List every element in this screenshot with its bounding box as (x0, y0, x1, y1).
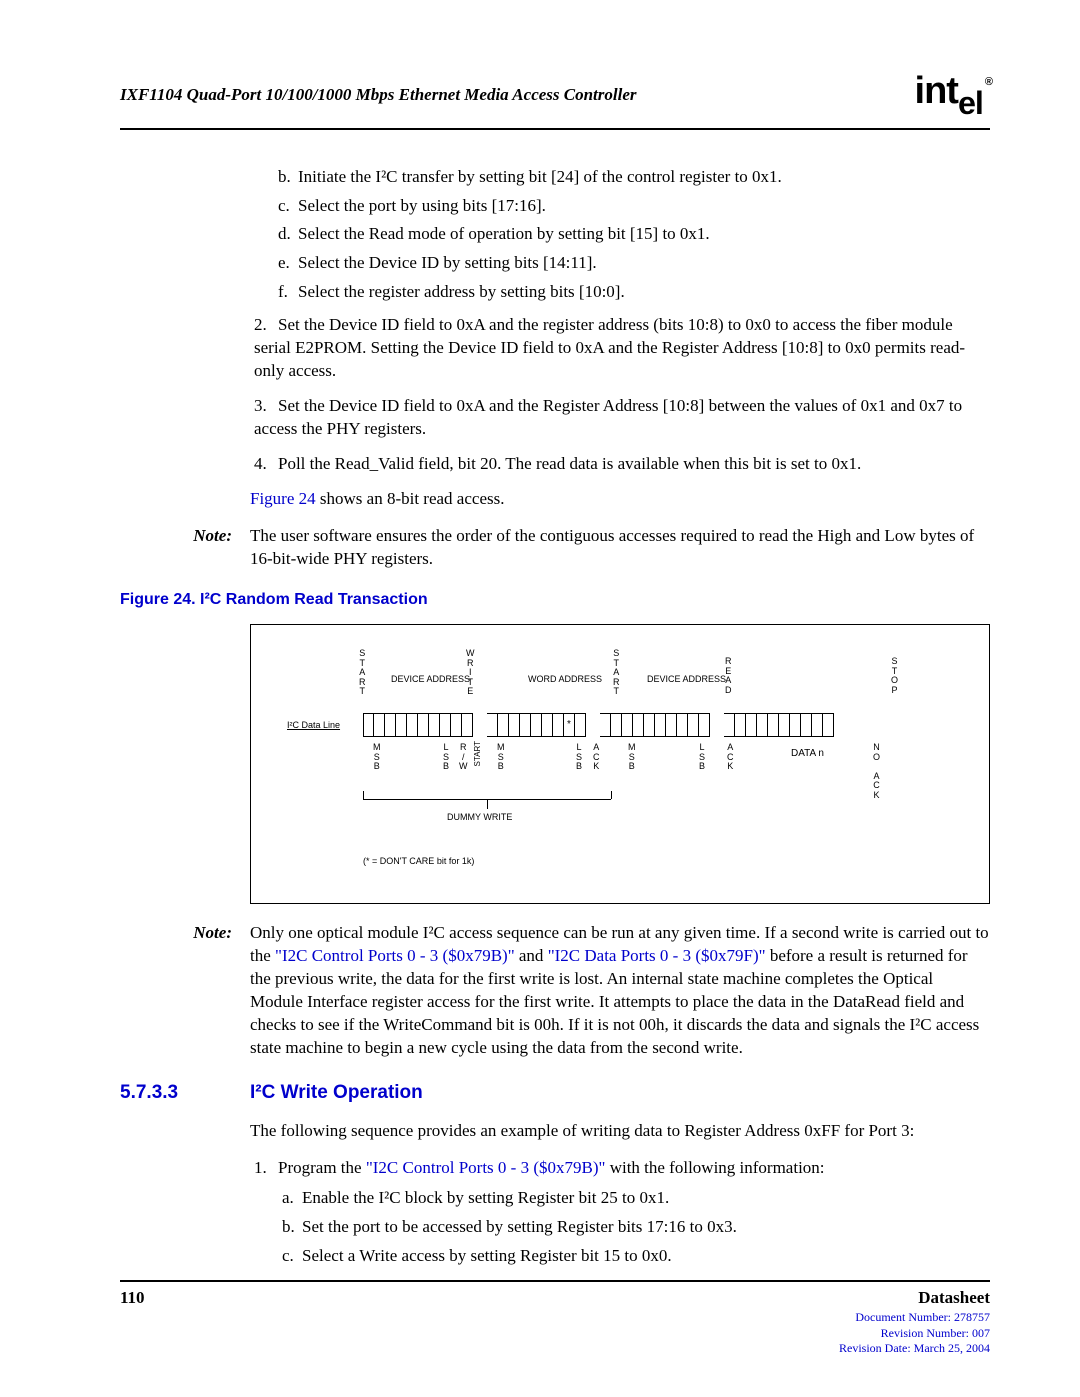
note-label: Note: (120, 525, 250, 571)
list-item: b.Initiate the I²C transfer by setting b… (278, 166, 990, 189)
section-heading: 5.7.3.3 I²C Write Operation (120, 1080, 990, 1106)
diagram-label: DEVICE ADDRESS (647, 675, 726, 684)
page-footer: 110 Datasheet Document Number: 278757 Re… (120, 1280, 990, 1357)
numbered-steps-list: 2.Set the Device ID field to 0xA and the… (250, 314, 990, 476)
list-item: d.Select the Read mode of operation by s… (278, 223, 990, 246)
cross-ref-link[interactable]: "I2C Control Ports 0 - 3 ($0x79B)" (275, 946, 515, 965)
cross-ref-link[interactable]: "I2C Control Ports 0 - 3 ($0x79B)" (366, 1158, 606, 1177)
diagram-label: M S B (373, 743, 381, 771)
list-item: c.Select a Write access by setting Regis… (282, 1245, 990, 1268)
figure-reference-para: Figure 24 shows an 8-bit read access. (250, 488, 990, 511)
timing-diagram: S T A R T DEVICE ADDRESS W R I T E WORD … (250, 624, 990, 904)
footer-meta: Document Number: 278757 Revision Number:… (839, 1310, 990, 1357)
diagram-label: START (473, 741, 484, 766)
diagram-label: A C K (727, 743, 734, 771)
diagram-label: N O A C K (873, 743, 881, 800)
diagram-label: W R I T E (466, 649, 475, 696)
sub-steps-list: b.Initiate the I²C transfer by setting b… (250, 166, 990, 305)
note-body: Only one optical module I²C access seque… (250, 922, 990, 1060)
dummy-write-label: DUMMY WRITE (447, 811, 512, 823)
section-number: 5.7.3.3 (120, 1080, 250, 1106)
note-body: The user software ensures the order of t… (250, 525, 990, 571)
diagram-label: R / W (459, 743, 468, 771)
diagram-label: S T O P (891, 657, 899, 695)
header-rule (120, 128, 990, 130)
i2c-data-line-label: I²C Data Line (287, 719, 340, 731)
section-title: I²C Write Operation (250, 1080, 423, 1106)
note-label: Note: (120, 922, 250, 1060)
intel-logo: intel® (915, 70, 990, 120)
diagram-label: A C K (593, 743, 600, 771)
list-item: 4.Poll the Read_Valid field, bit 20. The… (254, 453, 990, 476)
diagram-label: R E A D (725, 657, 732, 695)
list-item: a.Enable the I²C block by setting Regist… (282, 1187, 990, 1210)
list-item: 2.Set the Device ID field to 0xA and the… (254, 314, 990, 383)
diagram-label: S T A R T (613, 649, 620, 696)
list-item: 1.Program the "I2C Control Ports 0 - 3 (… (254, 1157, 990, 1269)
body-para: The following sequence provides an examp… (250, 1120, 990, 1143)
figure-title: Figure 24. I²C Random Read Transaction (120, 589, 990, 611)
list-item: e.Select the Device ID by setting bits [… (278, 252, 990, 275)
diagram-label: WORD ADDRESS (528, 675, 602, 684)
diagram-label: M S B (628, 743, 636, 771)
diagram-label: L S B (443, 743, 450, 771)
write-steps-list: 1.Program the "I2C Control Ports 0 - 3 (… (250, 1157, 990, 1269)
note-block: Note: Only one optical module I²C access… (120, 922, 990, 1060)
footer-rule (120, 1280, 990, 1282)
cross-ref-link[interactable]: "I2C Data Ports 0 - 3 ($0x79F)" (548, 946, 766, 965)
list-item: b.Set the port to be accessed by setting… (282, 1216, 990, 1239)
diagram-label: L S B (699, 743, 706, 771)
note-block: Note: The user software ensures the orde… (120, 525, 990, 571)
star-footnote: (* = DON'T CARE bit for 1k) (363, 855, 474, 867)
datasheet-label: Datasheet (839, 1288, 990, 1308)
diagram-label: S T A R T (359, 649, 366, 696)
list-item: c.Select the port by using bits [17:16]. (278, 195, 990, 218)
diagram-label: M S B (497, 743, 505, 771)
diagram-label: L S B (576, 743, 583, 771)
diagram-label: DATA n (791, 749, 824, 760)
page-number: 110 (120, 1288, 145, 1308)
list-item: f.Select the register address by setting… (278, 281, 990, 304)
diagram-label: DEVICE ADDRESS (391, 675, 470, 684)
page-header: IXF1104 Quad-Port 10/100/1000 Mbps Ether… (120, 70, 990, 120)
main-content: b.Initiate the I²C transfer by setting b… (120, 166, 990, 1269)
header-title: IXF1104 Quad-Port 10/100/1000 Mbps Ether… (120, 85, 637, 105)
figure-link[interactable]: Figure 24 (250, 489, 316, 508)
list-item: 3.Set the Device ID field to 0xA and the… (254, 395, 990, 441)
